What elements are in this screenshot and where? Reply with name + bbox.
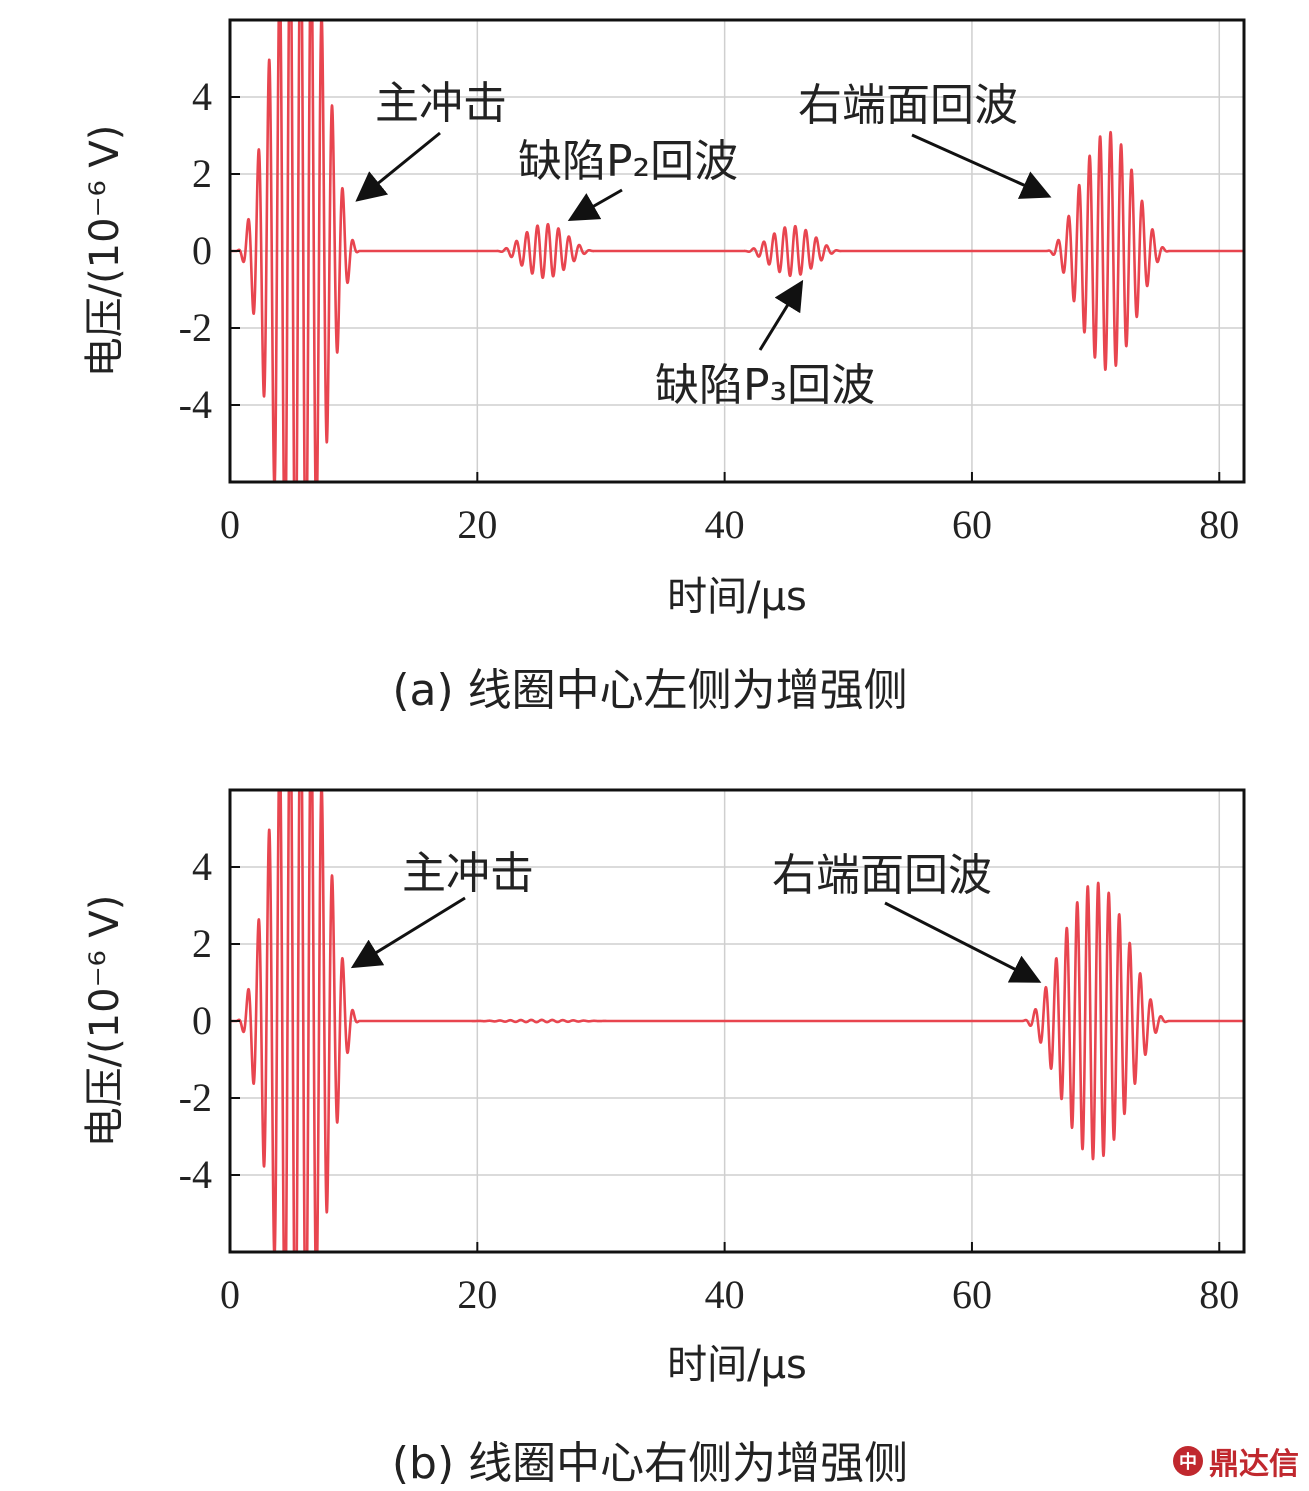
x-tick-label: 0	[220, 502, 240, 547]
x-axis-label: 时间/μs	[667, 574, 807, 620]
watermark-logo-icon: 中	[1173, 1446, 1203, 1476]
arrow-right-end-echo	[884, 901, 1042, 983]
annotation-main-impact: 主冲击	[402, 848, 534, 899]
x-tick-label: 80	[1199, 1272, 1239, 1317]
x-tick-label: 40	[705, 1272, 745, 1317]
y-tick-label: -4	[179, 382, 212, 427]
x-axis-label: 时间/μs	[667, 1342, 807, 1388]
arrow-right-end-echo	[911, 133, 1052, 199]
x-tick-label: 80	[1199, 502, 1239, 547]
watermark: 中 鼎达信	[1173, 1439, 1299, 1483]
waveform	[230, 20, 1244, 482]
x-tick-label: 0	[220, 1272, 240, 1317]
annotation-right-end-echo: 右端面回波	[772, 850, 992, 901]
x-tick-label: 40	[705, 502, 745, 547]
y-tick-label: 2	[192, 151, 212, 196]
y-tick-label: 2	[192, 921, 212, 966]
annotations: 主冲击 缺陷P₂回波 缺陷P₃回波 右端面回波	[355, 78, 1052, 411]
annotations: 主冲击 右端面回波	[350, 848, 1042, 983]
annotation-p2-echo: 缺陷P₂回波	[518, 136, 738, 187]
annotation-main-impact: 主冲击	[375, 78, 507, 129]
y-tick-label: -2	[179, 1075, 212, 1120]
y-tick-label: 0	[192, 228, 212, 273]
series-line	[230, 790, 1244, 1252]
arrow-main-impact	[350, 896, 466, 969]
caption-b: (b) 线圈中心右侧为增强侧	[392, 1438, 908, 1489]
series-line	[230, 20, 1244, 482]
y-tick-label: -4	[179, 1152, 212, 1197]
arrow-main-impact	[355, 131, 441, 202]
y-tick-label: -2	[179, 305, 212, 350]
waveform	[230, 790, 1244, 1252]
y-axis-label: 电压/(10⁻⁶ V)	[82, 895, 128, 1148]
watermark-text: 鼎达信	[1209, 1447, 1299, 1482]
y-tick-label: 4	[192, 74, 212, 119]
x-tick-label: 20	[457, 502, 497, 547]
x-tick-label: 20	[457, 1272, 497, 1317]
arrow-p2-echo	[567, 188, 623, 221]
y-tick-label: 4	[192, 844, 212, 889]
y-tick-label: 0	[192, 998, 212, 1043]
annotation-right-end-echo: 右端面回波	[798, 80, 1018, 131]
annotation-p3-echo: 缺陷P₃回波	[655, 360, 875, 411]
y-axis-label: 电压/(10⁻⁶ V)	[82, 125, 128, 378]
x-tick-label: 60	[952, 1272, 992, 1317]
x-tick-label: 60	[952, 502, 992, 547]
arrow-p3-echo	[758, 279, 804, 351]
caption-a: (a) 线圈中心左侧为增强侧	[392, 665, 907, 716]
